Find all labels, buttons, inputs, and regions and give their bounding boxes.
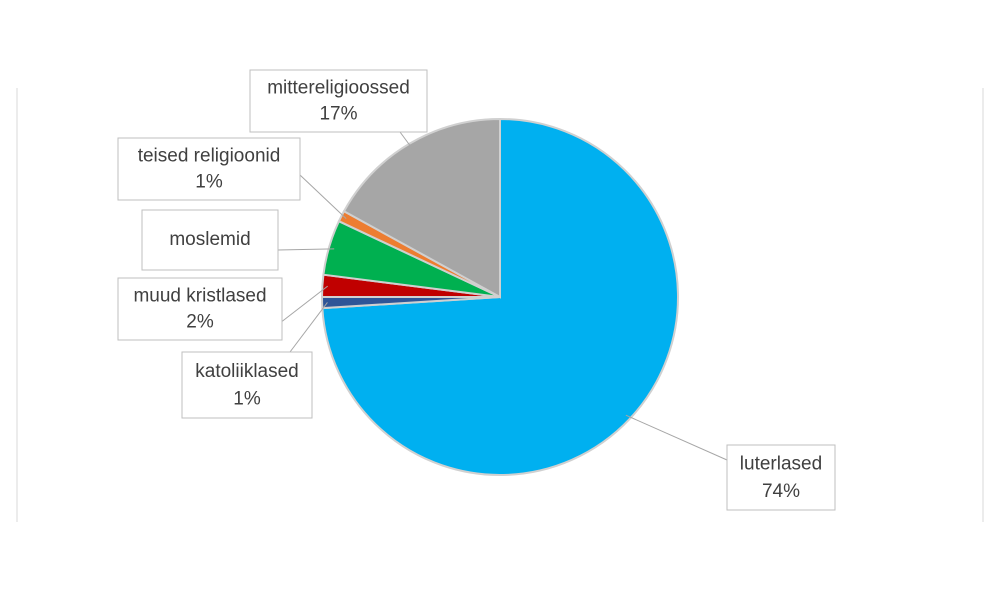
leader-line xyxy=(625,414,728,461)
category-label: muud kristlased xyxy=(133,286,266,307)
value-label: 17% xyxy=(319,104,357,125)
label-box xyxy=(181,351,313,419)
value-label: 1% xyxy=(195,172,223,193)
leader-line xyxy=(299,174,347,219)
leader-line xyxy=(289,302,328,353)
value-label: 74% xyxy=(762,481,800,502)
value-label: 2% xyxy=(186,312,214,333)
label-box xyxy=(249,69,428,133)
value-label: 1% xyxy=(233,389,261,410)
label-box xyxy=(141,209,279,271)
category-label: teised religioonid xyxy=(138,146,281,167)
label-box xyxy=(726,444,836,511)
category-label: katoliiklased xyxy=(195,361,299,382)
pie-slice xyxy=(342,117,501,299)
category-label: luterlased xyxy=(740,454,822,475)
leader-line xyxy=(277,248,335,251)
label-box xyxy=(117,137,301,201)
category-label: moslemid xyxy=(169,229,250,250)
leader-line xyxy=(399,131,413,149)
category-label: mittereligioossed xyxy=(267,78,410,99)
label-box xyxy=(117,277,283,341)
